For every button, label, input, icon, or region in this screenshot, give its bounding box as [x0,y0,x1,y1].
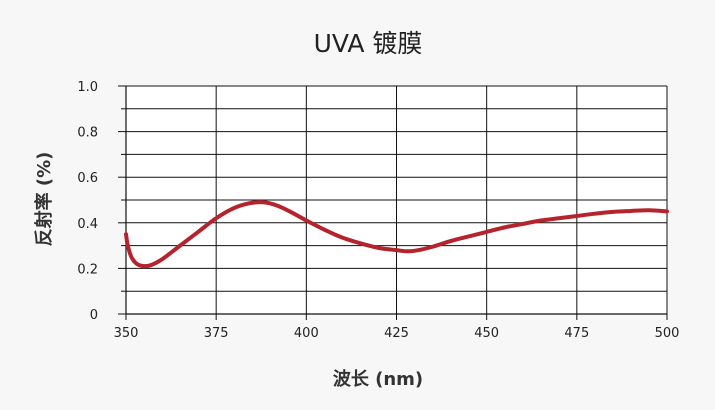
y-tick-label: 0.2 [77,262,98,277]
x-tick-label: 400 [294,326,319,341]
y-tick-label: 0.6 [77,171,98,186]
series-layer [124,200,669,269]
reflectance-line [124,200,669,269]
y-tick-label: 0 [90,308,98,323]
y-tick-label: 1.0 [77,80,98,95]
x-tick-label: 375 [204,326,229,341]
x-tick-label: 425 [384,326,409,341]
chart-title: UVA 镀膜 [314,29,423,58]
y-tick-label: 0.4 [77,217,98,232]
x-tick-label: 450 [474,326,499,341]
x-tick-label: 500 [655,326,680,341]
x-axis-label: 波长 (nm) [333,368,423,390]
axes: 0 0.2 0.4 0.6 0.8 1.0 350 375 400 425 450 475 500 [77,80,679,341]
grid [125,85,668,315]
y-tick-label: 0.8 [77,126,98,141]
x-tick-label: 350 [114,326,139,341]
y-axis-label: 反射率 (%) [33,152,55,247]
x-tick-label: 475 [564,326,589,341]
